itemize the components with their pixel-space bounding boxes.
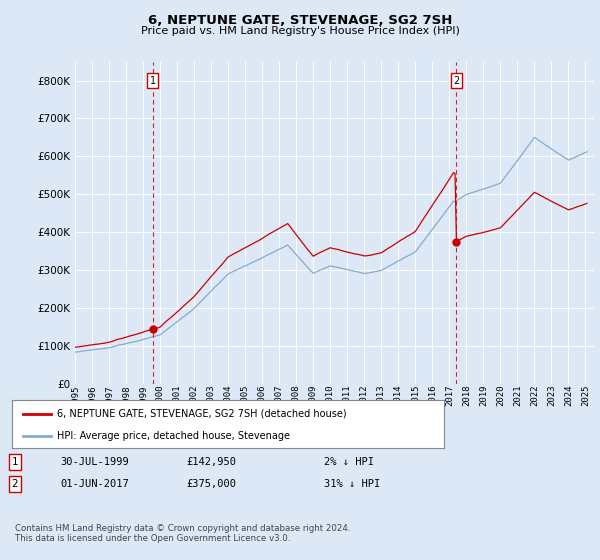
Text: 2: 2 bbox=[11, 479, 19, 489]
Text: 6, NEPTUNE GATE, STEVENAGE, SG2 7SH: 6, NEPTUNE GATE, STEVENAGE, SG2 7SH bbox=[148, 14, 452, 27]
Text: 30-JUL-1999: 30-JUL-1999 bbox=[60, 457, 129, 467]
Text: 01-JUN-2017: 01-JUN-2017 bbox=[60, 479, 129, 489]
Text: 1: 1 bbox=[150, 76, 156, 86]
Text: £142,950: £142,950 bbox=[186, 457, 236, 467]
Text: £375,000: £375,000 bbox=[186, 479, 236, 489]
Text: Price paid vs. HM Land Registry's House Price Index (HPI): Price paid vs. HM Land Registry's House … bbox=[140, 26, 460, 36]
Text: 1: 1 bbox=[11, 457, 19, 467]
Text: Contains HM Land Registry data © Crown copyright and database right 2024.
This d: Contains HM Land Registry data © Crown c… bbox=[15, 524, 350, 543]
Text: HPI: Average price, detached house, Stevenage: HPI: Average price, detached house, Stev… bbox=[58, 431, 290, 441]
Text: 2% ↓ HPI: 2% ↓ HPI bbox=[324, 457, 374, 467]
Text: 6, NEPTUNE GATE, STEVENAGE, SG2 7SH (detached house): 6, NEPTUNE GATE, STEVENAGE, SG2 7SH (det… bbox=[58, 409, 347, 419]
Text: 2: 2 bbox=[454, 76, 460, 86]
Text: 31% ↓ HPI: 31% ↓ HPI bbox=[324, 479, 380, 489]
